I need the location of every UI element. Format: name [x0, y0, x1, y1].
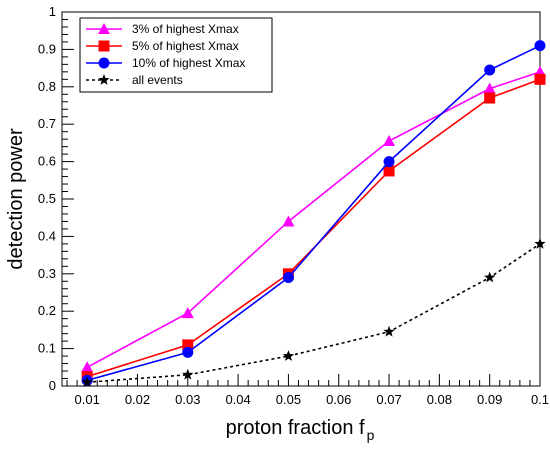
data-point: [282, 272, 294, 284]
legend-marker: [98, 57, 110, 69]
legend-label: all events: [132, 73, 183, 87]
x-tick-label: 0.09: [477, 392, 502, 407]
y-tick-label: 0.2: [38, 303, 56, 318]
data-point: [181, 307, 194, 319]
x-tick-label: 0.04: [225, 392, 250, 407]
legend-label: 10% of highest Xmax: [132, 56, 245, 70]
data-point: [484, 64, 496, 76]
legend-entry: 10% of highest Xmax: [86, 56, 245, 70]
legend-entry: 3% of highest Xmax: [86, 22, 239, 36]
y-tick-label: 0.1: [38, 341, 56, 356]
legend-entry: all events: [86, 73, 183, 87]
x-tick-label: 0.02: [125, 392, 150, 407]
data-point: [484, 92, 496, 104]
legend-label: 5% of highest Xmax: [132, 39, 239, 53]
data-point: [182, 339, 194, 351]
data-point: [383, 325, 395, 337]
data-point: [182, 368, 194, 380]
x-tick-label: 0.1: [531, 392, 549, 407]
series-line: [86, 44, 541, 382]
x-tick-label: 0.06: [326, 392, 351, 407]
series-3: [81, 40, 546, 386]
data-point: [534, 237, 546, 249]
series-line: [86, 71, 541, 369]
legend-marker: [98, 23, 110, 34]
series-line: [87, 243, 541, 384]
legend-marker: [98, 74, 110, 85]
data-point: [282, 215, 295, 227]
legend-marker: [98, 40, 110, 52]
data-point: [81, 361, 94, 373]
y-tick-label: 0: [49, 378, 56, 393]
y-tick-label: 0.5: [38, 191, 56, 206]
data-point: [483, 82, 496, 94]
y-tick-label: 0.9: [38, 41, 56, 56]
x-tick-label: 0.05: [276, 392, 301, 407]
x-tick-label: 0.07: [376, 392, 401, 407]
series-group: [81, 40, 546, 388]
y-axis-title: detection power: [5, 128, 27, 270]
data-point: [383, 165, 395, 177]
data-point: [282, 350, 295, 361]
legend: 3% of highest Xmax 5% of highest Xmax 10% …: [79, 17, 273, 93]
legend-label: 3% of highest Xmax: [132, 22, 239, 36]
data-point: [383, 156, 395, 168]
x-axis-title-main: proton fraction f: [226, 417, 365, 439]
data-point: [483, 271, 496, 283]
y-tick-label: 0.3: [38, 266, 56, 281]
series-4: [81, 237, 546, 388]
data-point: [81, 376, 93, 388]
y-tick-label: 0.8: [38, 79, 56, 94]
axes: 0 0.1 0.2 0.3 0.4 0.5 0.6 0.7 0.8 0.9 1 0.01 0.02 0.0…: [38, 4, 549, 407]
x-tick-label: 0.01: [75, 392, 100, 407]
y-tick-label: 1: [49, 4, 56, 19]
y-tick-label: 0.7: [38, 116, 56, 131]
x-axis-title-subscript: p: [367, 427, 375, 443]
data-point: [534, 73, 546, 85]
legend-entry: 5% of highest Xmax: [86, 39, 239, 53]
data-point: [182, 346, 194, 358]
data-point: [534, 40, 546, 52]
series-line: [86, 78, 541, 378]
y-tick-label: 0.6: [38, 154, 56, 169]
y-tick-label: 0.4: [38, 228, 56, 243]
x-tick-label: 0.08: [427, 392, 452, 407]
x-tick-label: 0.03: [175, 392, 200, 407]
data-point: [383, 135, 396, 147]
